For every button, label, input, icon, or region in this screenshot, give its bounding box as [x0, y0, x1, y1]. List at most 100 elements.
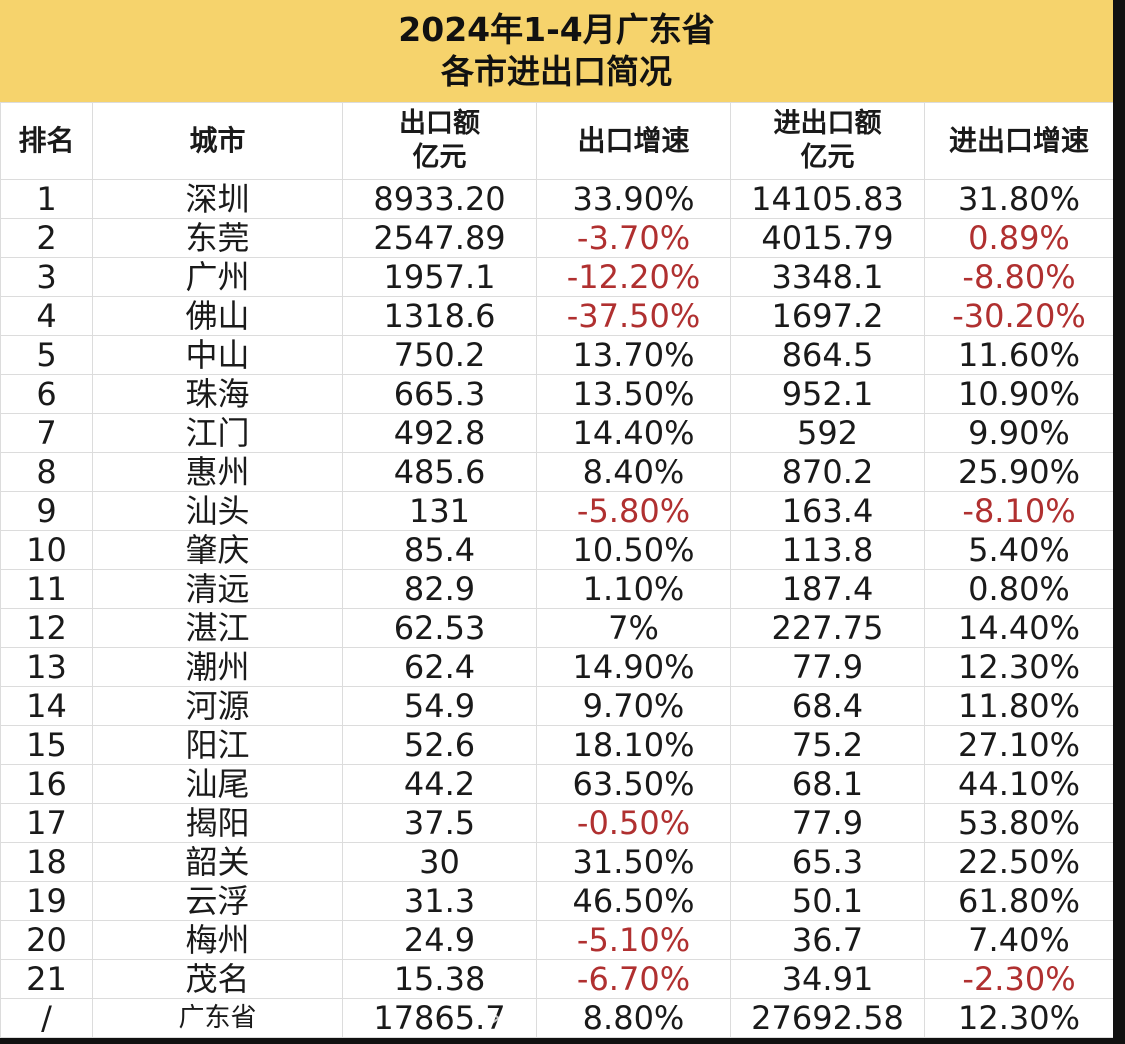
cell-rank: 1 [0, 179, 93, 219]
header-export-amount: 出口额 亿元 [342, 102, 537, 180]
cell-export-growth: 9.70% [536, 686, 731, 726]
cell-trade-amount: 3348.1 [730, 257, 925, 297]
table-row: 10 肇庆 85.4 10.50% 113.8 5.40% [0, 530, 1114, 570]
table-row: 9 汕头 131 -5.80% 163.4 -8.10% [0, 491, 1114, 531]
cell-trade-amount: 68.4 [730, 686, 925, 726]
table-row: 19 云浮 31.3 46.50% 50.1 61.80% [0, 881, 1114, 921]
cell-export-amount: 485.6 [342, 452, 537, 492]
cell-rank: 17 [0, 803, 93, 843]
cell-trade-amount: 68.1 [730, 764, 925, 804]
cell-trade-growth: 31.80% [924, 179, 1114, 219]
cell-rank: 18 [0, 842, 93, 882]
cell-rank: 2 [0, 218, 93, 258]
cell-export-amount: 62.53 [342, 608, 537, 648]
cell-trade-growth: 11.80% [924, 686, 1114, 726]
cell-export-growth: 10.50% [536, 530, 731, 570]
cell-trade-growth: 0.89% [924, 218, 1114, 258]
table-title-line-2: 各市进出口简况 [441, 52, 672, 91]
cell-trade-growth: 53.80% [924, 803, 1114, 843]
cell-export-growth: -12.20% [536, 257, 731, 297]
table-row: 4 佛山 1318.6 -37.50% 1697.2 -30.20% [0, 296, 1114, 336]
table-row: / 广东省 17865.7 8.80% 27692.58 12.30% [0, 998, 1114, 1038]
cell-export-amount: 2547.89 [342, 218, 537, 258]
header-trade-amount-label: 进出口额 [773, 108, 882, 139]
table-row: 5 中山 750.2 13.70% 864.5 11.60% [0, 335, 1114, 375]
trade-table: 排名 城市 出口额 亿元 出口增速 进出口额 亿元 进出口增速 1 深圳 8933.… [0, 102, 1114, 1038]
cell-rank: 19 [0, 881, 93, 921]
cell-city: 湛江 [92, 608, 343, 648]
cell-rank: 16 [0, 764, 93, 804]
cell-trade-growth: 9.90% [924, 413, 1114, 453]
cell-city: 惠州 [92, 452, 343, 492]
cell-trade-growth: 12.30% [924, 647, 1114, 687]
cell-trade-amount: 163.4 [730, 491, 925, 531]
cell-export-growth: -5.10% [536, 920, 731, 960]
cell-export-growth: 1.10% [536, 569, 731, 609]
cell-rank: 7 [0, 413, 93, 453]
cell-trade-growth: 61.80% [924, 881, 1114, 921]
cell-export-growth: -6.70% [536, 959, 731, 999]
table-row: 13 潮州 62.4 14.90% 77.9 12.30% [0, 647, 1114, 687]
cell-export-amount: 37.5 [342, 803, 537, 843]
cell-city: 汕头 [92, 491, 343, 531]
cell-export-growth: 7% [536, 608, 731, 648]
cell-export-growth: 63.50% [536, 764, 731, 804]
cell-rank: / [0, 998, 93, 1038]
header-export-growth: 出口增速 [536, 102, 731, 180]
cell-city: 广东省 [92, 998, 343, 1038]
cell-city: 汕尾 [92, 764, 343, 804]
cell-city: 潮州 [92, 647, 343, 687]
cell-export-growth: 13.50% [536, 374, 731, 414]
cell-trade-amount: 952.1 [730, 374, 925, 414]
cell-trade-growth: 22.50% [924, 842, 1114, 882]
header-export-amount-label: 出口额 [399, 108, 480, 139]
cell-city: 东莞 [92, 218, 343, 258]
header-rank: 排名 [0, 102, 93, 180]
cell-trade-amount: 14105.83 [730, 179, 925, 219]
header-city: 城市 [92, 102, 343, 180]
cell-rank: 20 [0, 920, 93, 960]
cell-export-amount: 30 [342, 842, 537, 882]
cell-rank: 10 [0, 530, 93, 570]
cell-city: 韶关 [92, 842, 343, 882]
table-row: 16 汕尾 44.2 63.50% 68.1 44.10% [0, 764, 1114, 804]
cell-export-amount: 85.4 [342, 530, 537, 570]
cell-city: 广州 [92, 257, 343, 297]
cell-export-growth: 33.90% [536, 179, 731, 219]
cell-city: 梅州 [92, 920, 343, 960]
cell-city: 阳江 [92, 725, 343, 765]
table-row: 20 梅州 24.9 -5.10% 36.7 7.40% [0, 920, 1114, 960]
cell-city: 深圳 [92, 179, 343, 219]
table-row: 21 茂名 15.38 -6.70% 34.91 -2.30% [0, 959, 1114, 999]
cell-trade-amount: 4015.79 [730, 218, 925, 258]
table-row: 15 阳江 52.6 18.10% 75.2 27.10% [0, 725, 1114, 765]
screen-edge-bottom [0, 1038, 1125, 1044]
cell-trade-amount: 870.2 [730, 452, 925, 492]
cell-city: 云浮 [92, 881, 343, 921]
cell-trade-growth: 5.40% [924, 530, 1114, 570]
cell-trade-growth: 12.30% [924, 998, 1114, 1038]
cell-city: 江门 [92, 413, 343, 453]
cell-city: 佛山 [92, 296, 343, 336]
cell-rank: 13 [0, 647, 93, 687]
cell-trade-amount: 65.3 [730, 842, 925, 882]
cell-export-growth: 8.40% [536, 452, 731, 492]
table-body: 1 深圳 8933.20 33.90% 14105.83 31.80% 2 东莞 2547.89… [0, 179, 1114, 1038]
cell-trade-growth: -30.20% [924, 296, 1114, 336]
cell-trade-amount: 77.9 [730, 647, 925, 687]
cell-rank: 8 [0, 452, 93, 492]
cell-export-growth: 31.50% [536, 842, 731, 882]
cell-city: 河源 [92, 686, 343, 726]
cell-export-amount: 52.6 [342, 725, 537, 765]
header-trade-amount-unit: 亿元 [800, 142, 855, 173]
cell-trade-amount: 864.5 [730, 335, 925, 375]
cell-trade-amount: 75.2 [730, 725, 925, 765]
table-row: 7 江门 492.8 14.40% 592 9.90% [0, 413, 1114, 453]
cell-export-growth: 14.90% [536, 647, 731, 687]
cell-export-amount: 31.3 [342, 881, 537, 921]
cell-trade-amount: 187.4 [730, 569, 925, 609]
cell-rank: 12 [0, 608, 93, 648]
cell-trade-amount: 27692.58 [730, 998, 925, 1038]
cell-rank: 15 [0, 725, 93, 765]
table-row: 18 韶关 30 31.50% 65.3 22.50% [0, 842, 1114, 882]
